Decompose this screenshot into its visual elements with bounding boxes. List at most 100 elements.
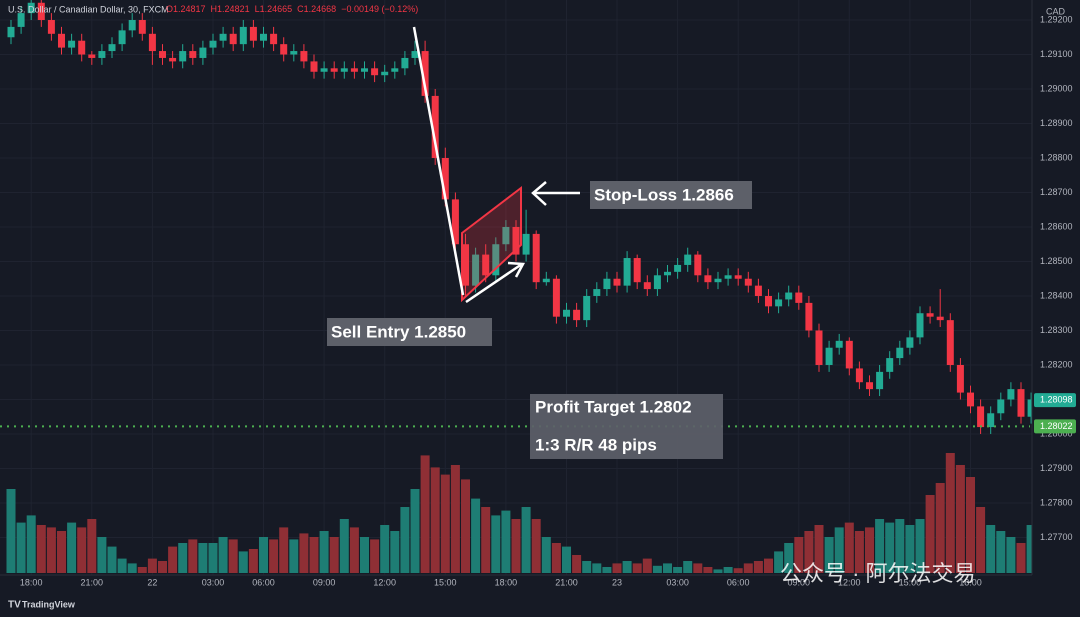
y-tick-label: 1.29100	[1040, 49, 1073, 59]
candle-body	[118, 30, 126, 45]
volume-bar	[824, 537, 834, 573]
candle-body	[744, 278, 752, 286]
y-tick-label: 1.29200	[1040, 14, 1073, 24]
candle-body	[7, 26, 15, 38]
candle-body	[613, 278, 621, 286]
price-label: 1.28098	[1040, 395, 1073, 405]
candle-body	[653, 275, 661, 290]
candle-body	[361, 68, 368, 72]
candle-body	[714, 278, 722, 283]
candle-body	[451, 199, 459, 245]
header-value: O1.24817	[166, 4, 206, 14]
x-tick-label: 09:00	[788, 577, 811, 587]
volume-bar	[713, 569, 723, 573]
x-tick-label: 06:00	[727, 577, 750, 587]
candle-body	[381, 71, 389, 76]
volume-bar	[582, 561, 592, 573]
candle-body	[1027, 399, 1035, 417]
candle-body	[876, 371, 884, 390]
volume-bar	[440, 474, 450, 573]
candle-body	[88, 54, 96, 58]
volume-bar	[693, 563, 703, 573]
volume-bar	[935, 483, 945, 573]
volume-bar	[743, 563, 753, 573]
volume-bar	[339, 519, 349, 573]
volume-bar	[612, 563, 622, 573]
volume-bar	[703, 567, 713, 573]
flag-channel	[461, 185, 522, 303]
price-axis	[1032, 0, 1080, 617]
volume-bar	[198, 543, 208, 573]
candle-body	[27, 2, 35, 14]
annotation: Sell Entry 1.2850	[331, 322, 466, 341]
volume-bar	[794, 537, 804, 573]
candle-body	[987, 413, 995, 428]
candle-body	[462, 244, 469, 286]
y-tick-label: 1.28300	[1040, 325, 1073, 335]
header-value: −0.00149 (−0.12%)	[341, 4, 418, 14]
candle-body	[169, 57, 177, 62]
candle-body	[58, 33, 65, 48]
volume-bar	[632, 563, 642, 573]
volume-bar	[46, 527, 56, 573]
volume-bar	[26, 515, 36, 573]
volume-bar	[400, 507, 410, 573]
candle-body	[886, 358, 894, 372]
volume-bar	[380, 525, 390, 573]
volume-bar	[683, 561, 693, 573]
candle-body	[694, 254, 702, 276]
candle-body	[946, 320, 954, 365]
volume-bar	[865, 527, 874, 573]
candle-body	[977, 406, 985, 428]
candle-body	[199, 47, 207, 58]
volume-bar	[309, 537, 319, 573]
volume-bar	[491, 515, 501, 573]
price-label: 1.28022	[1040, 421, 1073, 431]
volume-bar	[562, 546, 571, 573]
candle-body	[815, 330, 823, 365]
candle-body	[421, 51, 429, 96]
volume-bar	[1016, 543, 1026, 573]
volume-bar	[97, 537, 107, 573]
candle-body	[441, 157, 449, 200]
candle-body	[754, 285, 762, 296]
volume-bar	[784, 543, 794, 573]
x-tick-label: 12:00	[373, 577, 396, 587]
y-tick-label: 1.28400	[1040, 290, 1073, 300]
volume-bar	[531, 519, 541, 573]
volume-bar	[16, 522, 26, 573]
volume-bar	[289, 539, 299, 573]
candle-body	[734, 275, 742, 279]
candle-body	[249, 26, 257, 41]
candle-body	[916, 313, 924, 338]
x-tick-label: 22	[147, 577, 157, 587]
volume-bar	[137, 567, 147, 573]
x-tick-label: 18:00	[20, 577, 43, 587]
volume-bar	[955, 465, 965, 573]
volume-bar	[390, 531, 400, 573]
volume-bar	[733, 568, 743, 573]
y-tick-label: 1.28200	[1040, 359, 1073, 369]
header-value: C1.24668	[297, 4, 336, 14]
candle-body	[674, 264, 682, 272]
volume-bar	[299, 533, 309, 573]
candle-body	[997, 399, 1005, 414]
candle-body	[684, 254, 692, 265]
volume-bar	[1006, 537, 1016, 573]
candle-body	[371, 68, 379, 76]
candle-body	[239, 26, 247, 45]
candle-body	[512, 226, 520, 255]
candle-body	[270, 33, 278, 45]
volume-bar	[905, 525, 915, 573]
candle-body	[260, 33, 267, 41]
candle-body	[17, 13, 25, 27]
candle-body	[229, 33, 237, 45]
volume-bar	[541, 537, 551, 573]
candle-body	[148, 33, 156, 52]
volume-bar	[279, 527, 289, 573]
x-tick-label: 03:00	[666, 577, 689, 587]
volume-bar	[966, 477, 975, 573]
logo: TV	[8, 600, 21, 611]
candle-body	[280, 44, 288, 55]
